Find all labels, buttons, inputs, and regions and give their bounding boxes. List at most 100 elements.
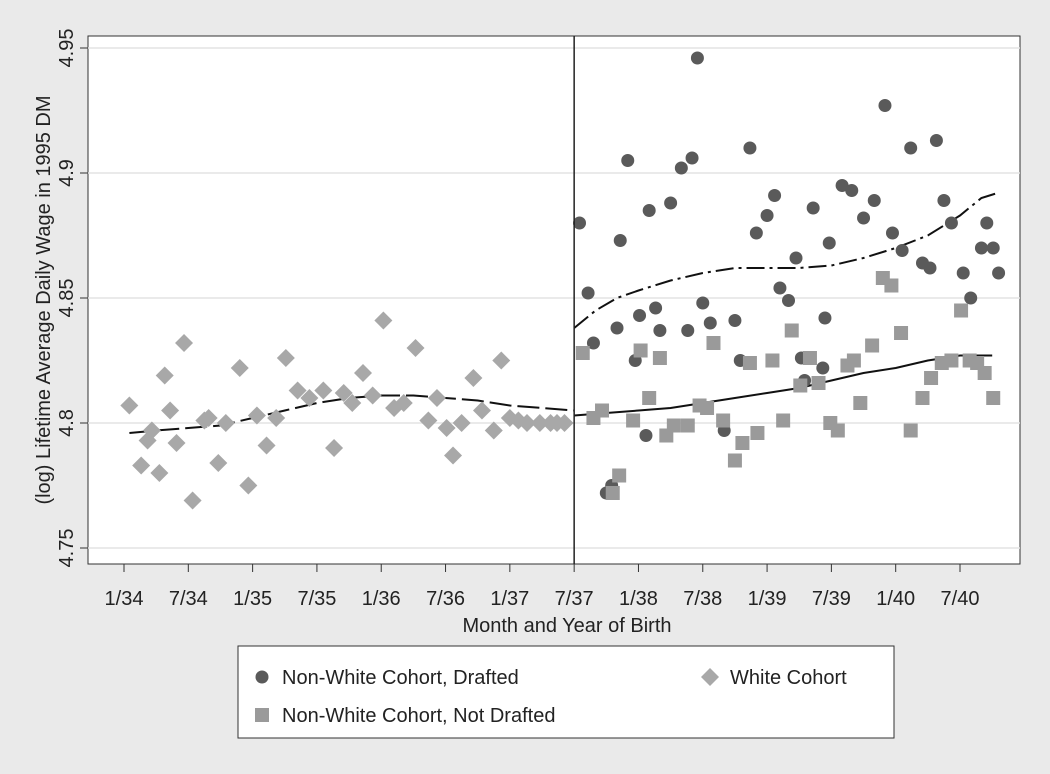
white-cohort-point bbox=[464, 369, 483, 387]
x-tick-label: 1/34 bbox=[105, 588, 144, 610]
not-drafted-point bbox=[700, 401, 715, 415]
drafted-point bbox=[885, 226, 899, 240]
drafted-point bbox=[845, 184, 859, 197]
white-cohort-point bbox=[343, 394, 362, 412]
drafted-point bbox=[904, 141, 918, 155]
y-tick-label: 4.9 bbox=[56, 159, 78, 187]
legend-box bbox=[237, 645, 895, 739]
fitted-lines bbox=[129, 192, 998, 434]
drafted-point bbox=[573, 216, 587, 230]
not-drafted-point bbox=[605, 486, 620, 500]
y-axis-title: (log) Lifetime Average Daily Wage in 199… bbox=[33, 95, 55, 504]
not-drafted-point bbox=[865, 338, 880, 353]
drafted-point bbox=[923, 261, 937, 275]
not-drafted-point bbox=[750, 426, 765, 440]
drafted-point bbox=[610, 321, 624, 335]
x-tick-label: 7/38 bbox=[683, 588, 722, 610]
drafted-point bbox=[895, 244, 909, 257]
white-cohort-point bbox=[419, 411, 438, 430]
x-tick-label: 1/36 bbox=[362, 588, 401, 610]
not-drafted-point bbox=[977, 366, 992, 380]
x-tick-label: 1/40 bbox=[876, 588, 915, 610]
fitted-line-dash-dot bbox=[573, 192, 998, 329]
drafted-point bbox=[743, 141, 757, 155]
white-cohort-point bbox=[444, 446, 463, 465]
white-cohort-point bbox=[276, 349, 295, 367]
drafted-point bbox=[782, 294, 796, 307]
white-cohort-point bbox=[394, 394, 413, 412]
drafted-point bbox=[768, 189, 782, 202]
not-drafted-point bbox=[915, 391, 930, 405]
white-cohort-point bbox=[142, 421, 161, 440]
drafted-point bbox=[621, 154, 635, 167]
not-drafted-point bbox=[853, 396, 868, 410]
white-cohort-point bbox=[247, 406, 266, 425]
drafted-point bbox=[835, 179, 849, 192]
drafted-point bbox=[664, 196, 678, 210]
white-cohort-point bbox=[354, 364, 373, 382]
not-drafted-point bbox=[742, 356, 757, 370]
drafted-point bbox=[806, 201, 820, 215]
not-drafted-point bbox=[626, 413, 641, 428]
drafted-point bbox=[986, 241, 1000, 255]
white-cohort-point bbox=[314, 381, 333, 400]
not-drafted-point bbox=[706, 336, 721, 350]
not-drafted-point bbox=[802, 351, 817, 365]
x-tick-label: 7/40 bbox=[941, 588, 980, 610]
not-drafted-point bbox=[735, 436, 750, 450]
drafted-point bbox=[653, 324, 667, 337]
x-axis-title: Month and Year of Birth bbox=[462, 615, 671, 637]
x-tick-label: 7/34 bbox=[169, 588, 208, 610]
white-cohort-point bbox=[484, 421, 503, 440]
not-drafted-point bbox=[666, 418, 681, 433]
drafted-point bbox=[867, 194, 881, 207]
not-drafted-point bbox=[680, 418, 695, 433]
x-tick-label: 7/36 bbox=[426, 588, 465, 610]
not-drafted-point bbox=[716, 413, 731, 428]
white-cohort-point bbox=[199, 409, 218, 427]
not-drafted-point bbox=[784, 323, 799, 338]
not-drafted-point bbox=[811, 376, 826, 390]
legend-label: Non-White Cohort, Drafted bbox=[282, 667, 519, 689]
drafted-point bbox=[728, 314, 742, 327]
white-cohort-point bbox=[555, 414, 574, 432]
drafted-point bbox=[690, 51, 704, 65]
white-cohort-point bbox=[427, 389, 446, 407]
x-tick-label: 1/38 bbox=[619, 588, 658, 610]
legend-marker-diamond bbox=[701, 668, 719, 686]
drafted-point bbox=[696, 296, 710, 310]
not-drafted-point bbox=[642, 391, 657, 405]
x-tick-label: 1/37 bbox=[490, 588, 529, 610]
white-cohort-point bbox=[230, 359, 249, 377]
white-cohort-point bbox=[472, 401, 491, 420]
drafted-point bbox=[581, 286, 595, 300]
not-drafted-point bbox=[612, 468, 627, 483]
drafted-point bbox=[613, 234, 627, 247]
legend-label: White Cohort bbox=[730, 667, 847, 689]
drafted-point bbox=[929, 134, 943, 147]
y-tick-label: 4.75 bbox=[56, 529, 78, 568]
x-tick-label: 7/37 bbox=[555, 588, 594, 610]
not-drafted-point bbox=[924, 371, 939, 385]
drafted-point bbox=[681, 324, 695, 337]
not-drafted-point bbox=[954, 303, 969, 318]
drafted-point bbox=[878, 99, 892, 112]
y-tick-label: 4.95 bbox=[56, 29, 78, 68]
drafted-point bbox=[964, 291, 978, 305]
drafted-point bbox=[974, 241, 988, 255]
white-cohort-point bbox=[150, 464, 169, 482]
y-tick-label: 4.8 bbox=[56, 409, 78, 437]
legend-label: Non-White Cohort, Not Drafted bbox=[282, 705, 555, 727]
white-cohort-point bbox=[120, 396, 139, 415]
plot-area bbox=[87, 35, 1021, 565]
y-tick-label: 4.85 bbox=[56, 279, 78, 318]
white-cohort-point bbox=[167, 434, 186, 452]
not-drafted-point bbox=[633, 343, 648, 358]
drafted-point bbox=[816, 361, 830, 375]
not-drafted-point bbox=[793, 378, 808, 393]
white-cohort-point bbox=[161, 401, 180, 420]
drafted-point bbox=[944, 216, 958, 230]
white-cohort-point bbox=[530, 414, 549, 432]
not-drafted-point bbox=[765, 353, 780, 368]
